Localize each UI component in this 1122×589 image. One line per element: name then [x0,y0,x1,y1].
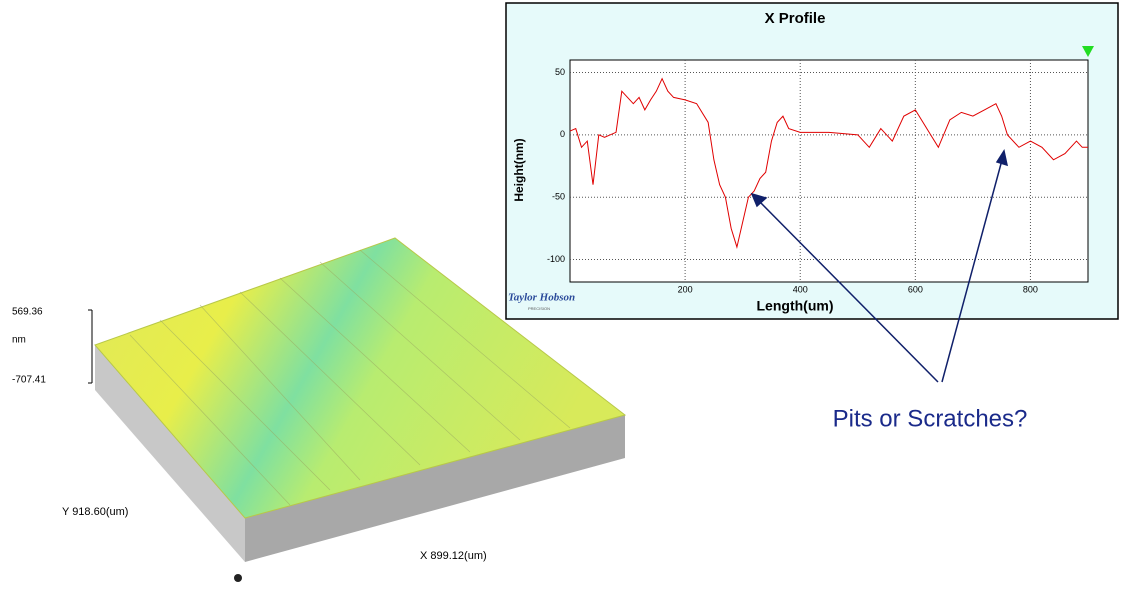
x-tick-label: 800 [1023,284,1038,294]
scale-min: -707.41 [12,375,46,386]
x-axis-label: Length(um) [757,298,834,314]
chart-title: X Profile [765,10,826,27]
x-tick-label: 600 [908,284,923,294]
x-tick-label: 400 [793,284,808,294]
scale-max: 569.36 [12,307,43,318]
y-extent: Y 918.60(um) [62,506,128,518]
y-tick-label: 50 [555,67,565,77]
y-tick-label: -50 [552,192,565,202]
page: 569.36 nm -707.41 Y 918.60(um) X 899.12(… [0,0,1122,584]
scale-unit: nm [12,335,26,346]
annotation: Pits or Scratches? [833,405,1028,432]
x-extent: X 899.12(um) [420,550,487,562]
y-tick-label: -100 [547,254,565,264]
x-tick-label: 200 [678,284,693,294]
y-axis-label: Height(nm) [512,138,526,201]
logo-sub: PRECISION [528,306,550,311]
plot-area [570,60,1088,282]
y-tick-label: 0 [560,129,565,139]
logo: Taylor Hobson [508,292,575,304]
